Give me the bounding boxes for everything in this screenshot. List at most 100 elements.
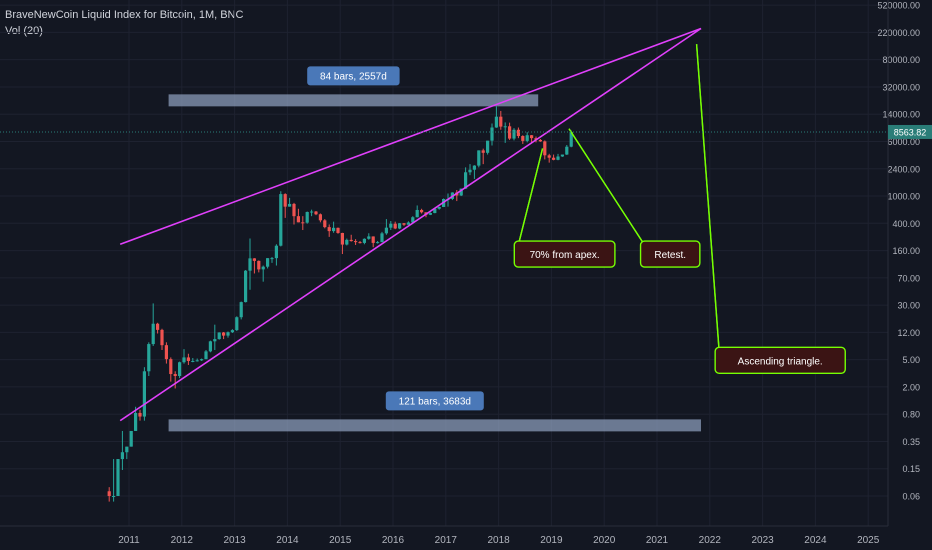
- candle-body[interactable]: [468, 169, 472, 173]
- candle-body[interactable]: [332, 227, 336, 232]
- candle-body[interactable]: [327, 227, 331, 232]
- candle-body[interactable]: [402, 223, 406, 225]
- candle-body[interactable]: [173, 374, 177, 377]
- candle-body[interactable]: [151, 323, 155, 345]
- candle-body[interactable]: [415, 209, 419, 218]
- candle-body[interactable]: [125, 446, 129, 453]
- trendlines[interactable]: [119, 27, 702, 422]
- candle-body[interactable]: [147, 344, 151, 372]
- candle-body[interactable]: [512, 129, 516, 139]
- trendline[interactable]: [119, 27, 702, 422]
- candle-body[interactable]: [274, 245, 278, 259]
- annotation-box[interactable]: [639, 240, 701, 268]
- candle-body[interactable]: [560, 154, 564, 157]
- candle-body[interactable]: [288, 203, 292, 207]
- annotation-box[interactable]: [513, 240, 616, 268]
- candle-body[interactable]: [459, 188, 463, 196]
- candle-body[interactable]: [516, 129, 520, 137]
- candle-body[interactable]: [349, 239, 353, 242]
- candle-body[interactable]: [279, 194, 283, 246]
- candle-body[interactable]: [138, 412, 142, 417]
- candle-body[interactable]: [530, 135, 534, 139]
- candle-body[interactable]: [345, 239, 349, 245]
- candle-body[interactable]: [336, 227, 340, 233]
- candle-body[interactable]: [556, 156, 560, 160]
- candle-body[interactable]: [129, 430, 133, 447]
- candle-body[interactable]: [569, 131, 573, 147]
- candle-body[interactable]: [428, 213, 432, 215]
- candle-body[interactable]: [472, 165, 476, 170]
- candle-body[interactable]: [367, 236, 371, 239]
- candle-body[interactable]: [486, 140, 490, 153]
- candle-body[interactable]: [547, 155, 551, 158]
- candle-body[interactable]: [292, 203, 296, 217]
- candle-body[interactable]: [503, 126, 507, 128]
- candle-body[interactable]: [305, 212, 309, 223]
- candle-body[interactable]: [301, 222, 305, 224]
- candle-body[interactable]: [107, 491, 111, 496]
- candle-body[interactable]: [318, 214, 322, 221]
- candle-body[interactable]: [230, 330, 234, 333]
- candle-body[interactable]: [543, 141, 547, 156]
- candle-body[interactable]: [552, 157, 556, 160]
- candle-body[interactable]: [411, 217, 415, 223]
- candle-body[interactable]: [195, 360, 199, 362]
- candle-body[interactable]: [340, 232, 344, 245]
- candle-body[interactable]: [508, 126, 512, 139]
- candle-body[interactable]: [296, 216, 300, 223]
- candle-body[interactable]: [222, 332, 226, 336]
- annotation-box[interactable]: [714, 346, 846, 375]
- candle-body[interactable]: [200, 359, 204, 361]
- candle-body[interactable]: [217, 332, 221, 340]
- candle-body[interactable]: [538, 139, 542, 142]
- candle-body[interactable]: [525, 135, 529, 141]
- volume-indicator-label[interactable]: Vol (20): [5, 25, 43, 37]
- candle-body[interactable]: [283, 194, 287, 207]
- candle-body[interactable]: [270, 258, 274, 260]
- candle-body[interactable]: [376, 242, 380, 244]
- candle-body[interactable]: [248, 258, 252, 271]
- candle-body[interactable]: [252, 258, 256, 261]
- candle-body[interactable]: [521, 136, 525, 141]
- candle-body[interactable]: [393, 223, 397, 229]
- candle-body[interactable]: [362, 238, 366, 243]
- candle-body[interactable]: [112, 496, 116, 497]
- candle-body[interactable]: [226, 332, 230, 336]
- candle-body[interactable]: [208, 341, 212, 352]
- candle-body[interactable]: [182, 357, 186, 363]
- candle-body[interactable]: [257, 260, 261, 270]
- candle-body[interactable]: [204, 351, 208, 360]
- annotations[interactable]: 70% from apex. Retest. Ascending triangle.: [513, 44, 846, 375]
- candle-body[interactable]: [464, 172, 468, 189]
- candle-body[interactable]: [358, 242, 362, 244]
- candle-body[interactable]: [169, 359, 173, 375]
- candle-body[interactable]: [235, 317, 239, 331]
- candle-body[interactable]: [437, 206, 441, 209]
- candle-body[interactable]: [371, 236, 375, 243]
- candle-body[interactable]: [239, 302, 243, 318]
- candle-body[interactable]: [186, 357, 190, 361]
- candle-body[interactable]: [266, 258, 270, 267]
- candle-body[interactable]: [398, 223, 402, 229]
- candle-body[interactable]: [490, 127, 494, 141]
- candle-body[interactable]: [389, 223, 393, 228]
- candle-body[interactable]: [164, 345, 168, 360]
- candle-body[interactable]: [477, 150, 481, 166]
- candle-body[interactable]: [494, 116, 498, 128]
- candle-body[interactable]: [354, 241, 358, 243]
- candle-body[interactable]: [156, 323, 160, 330]
- candle-body[interactable]: [134, 412, 138, 431]
- candle-body[interactable]: [323, 220, 327, 228]
- candle-body[interactable]: [565, 146, 569, 155]
- candle-body[interactable]: [213, 339, 217, 342]
- candle-body[interactable]: [433, 208, 437, 214]
- candle-body[interactable]: [384, 227, 388, 234]
- candle-body[interactable]: [314, 211, 318, 215]
- candle-body[interactable]: [191, 360, 195, 362]
- candle-body[interactable]: [120, 452, 124, 460]
- candle-body[interactable]: [116, 459, 120, 496]
- candle-body[interactable]: [261, 266, 265, 270]
- trendline[interactable]: [119, 27, 702, 246]
- candle-body[interactable]: [142, 371, 146, 417]
